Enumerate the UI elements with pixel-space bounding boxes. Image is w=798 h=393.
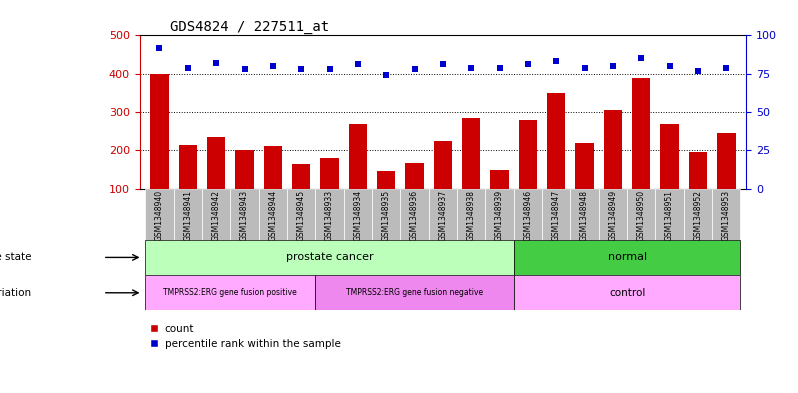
Point [294,66,307,72]
Point [522,61,535,68]
Bar [547,93,566,189]
Point [437,61,449,68]
FancyBboxPatch shape [598,189,627,240]
FancyBboxPatch shape [231,189,259,240]
Bar [689,152,707,189]
FancyBboxPatch shape [145,240,514,275]
FancyBboxPatch shape [315,275,514,310]
Text: normal: normal [607,252,646,263]
Text: GSM1348948: GSM1348948 [580,190,589,241]
Point [380,72,393,78]
Point [351,61,364,68]
Bar [377,171,396,189]
Text: GSM1348941: GSM1348941 [184,190,192,241]
Text: prostate cancer: prostate cancer [286,252,373,263]
Bar [490,170,509,189]
FancyBboxPatch shape [429,189,457,240]
FancyBboxPatch shape [315,189,344,240]
Point [408,66,421,72]
Text: control: control [609,288,646,298]
Bar [349,123,367,189]
FancyBboxPatch shape [571,189,598,240]
Bar [462,118,480,189]
FancyBboxPatch shape [514,240,741,275]
Bar [292,164,310,189]
FancyBboxPatch shape [344,189,372,240]
Point [153,44,166,51]
Bar [263,147,282,189]
FancyBboxPatch shape [655,189,684,240]
FancyBboxPatch shape [401,189,429,240]
Text: GSM1348950: GSM1348950 [637,190,646,241]
Bar [604,110,622,189]
FancyBboxPatch shape [145,275,315,310]
FancyBboxPatch shape [202,189,231,240]
Bar [661,123,679,189]
Point [465,64,478,71]
Bar [207,137,225,189]
Point [210,60,223,66]
Text: GSM1348933: GSM1348933 [325,190,334,241]
Bar [150,73,168,189]
FancyBboxPatch shape [372,189,401,240]
Text: TMPRSS2:ERG gene fusion positive: TMPRSS2:ERG gene fusion positive [164,288,297,297]
FancyBboxPatch shape [287,189,315,240]
Point [238,66,251,72]
Point [663,63,676,69]
Point [692,68,705,74]
FancyBboxPatch shape [145,189,174,240]
FancyBboxPatch shape [259,189,287,240]
Text: GSM1348953: GSM1348953 [722,190,731,241]
Point [267,63,279,69]
FancyBboxPatch shape [457,189,485,240]
FancyBboxPatch shape [542,189,571,240]
Bar [575,143,594,189]
Text: GSM1348939: GSM1348939 [495,190,504,241]
Bar [519,119,537,189]
Text: GSM1348936: GSM1348936 [410,190,419,241]
Text: genotype/variation: genotype/variation [0,288,32,298]
Text: GSM1348949: GSM1348949 [608,190,618,241]
Point [635,55,648,61]
Bar [717,133,736,189]
Text: GSM1348937: GSM1348937 [438,190,448,241]
Bar [179,145,197,189]
FancyBboxPatch shape [485,189,514,240]
Bar [632,77,650,189]
Point [181,64,194,71]
Point [720,64,733,71]
Text: GSM1348940: GSM1348940 [155,190,164,241]
Point [579,64,591,71]
Point [606,63,619,69]
Text: GSM1348947: GSM1348947 [551,190,561,241]
Text: GSM1348946: GSM1348946 [523,190,532,241]
Legend: count, percentile rank within the sample: count, percentile rank within the sample [145,320,345,353]
Text: GSM1348944: GSM1348944 [268,190,278,241]
Text: disease state: disease state [0,252,32,263]
Text: TMPRSS2:ERG gene fusion negative: TMPRSS2:ERG gene fusion negative [346,288,483,297]
FancyBboxPatch shape [712,189,741,240]
Bar [433,141,452,189]
FancyBboxPatch shape [514,189,542,240]
Text: GDS4824 / 227511_at: GDS4824 / 227511_at [170,20,329,34]
Bar [235,150,254,189]
FancyBboxPatch shape [684,189,712,240]
Text: GSM1348952: GSM1348952 [693,190,702,241]
Point [323,66,336,72]
Text: GSM1348943: GSM1348943 [240,190,249,241]
Text: GSM1348938: GSM1348938 [467,190,476,241]
Point [550,58,563,64]
FancyBboxPatch shape [174,189,202,240]
Point [493,64,506,71]
Text: GSM1348945: GSM1348945 [297,190,306,241]
Text: GSM1348934: GSM1348934 [354,190,362,241]
Bar [405,163,424,189]
FancyBboxPatch shape [514,275,741,310]
Text: GSM1348935: GSM1348935 [381,190,391,241]
Text: GSM1348942: GSM1348942 [211,190,221,241]
FancyBboxPatch shape [627,189,655,240]
Text: GSM1348951: GSM1348951 [665,190,674,241]
Bar [320,158,338,189]
